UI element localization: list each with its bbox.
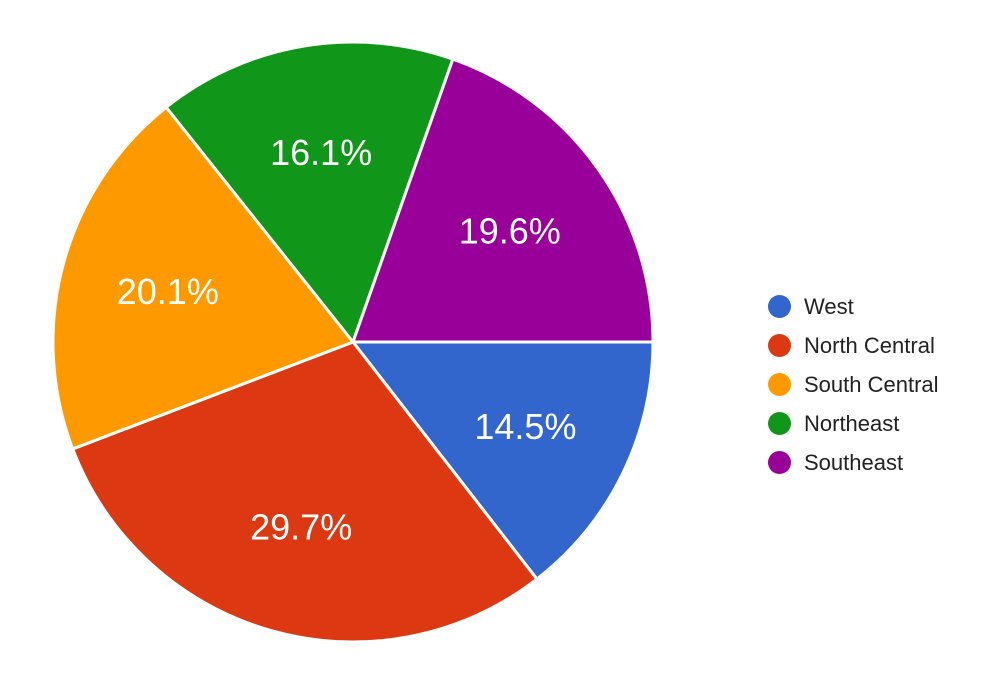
slice-value-label: 16.1%: [270, 132, 372, 173]
legend-swatch: [768, 373, 791, 396]
legend-swatch: [768, 334, 791, 357]
legend-item-southeast[interactable]: Southeast: [768, 443, 939, 482]
pie-slice-north-central[interactable]: [71, 340, 539, 644]
legend-swatch: [768, 412, 791, 435]
legend-item-west[interactable]: West: [768, 287, 939, 326]
pie-slice-southeast[interactable]: [351, 57, 655, 344]
legend-item-northeast[interactable]: Northeast: [768, 404, 939, 443]
legend-label: South Central: [804, 371, 939, 397]
slice-value-label: 19.6%: [459, 211, 561, 252]
legend-swatch: [768, 451, 791, 474]
legend-label: Northeast: [804, 410, 900, 436]
slice-value-label: 14.5%: [474, 406, 576, 447]
legend-label: Southeast: [804, 449, 904, 475]
pie-slice-west[interactable]: [351, 340, 655, 581]
pie-slice-northeast[interactable]: [164, 40, 455, 344]
slice-value-label: 29.7%: [250, 506, 352, 547]
chart-legend: West North Central South Central Northeast S…: [768, 287, 939, 482]
pie-slice-labels: 14.5% 29.7% 20.1% 16.1% 19.6%: [117, 132, 577, 547]
legend-item-south-central[interactable]: South Central: [768, 365, 939, 404]
legend-label: West: [804, 293, 854, 319]
legend-swatch: [768, 295, 791, 318]
legend-label: North Central: [804, 332, 935, 358]
pie-slices: [51, 40, 655, 644]
slice-value-label: 20.1%: [117, 271, 219, 312]
pie-slice-south-central[interactable]: [51, 105, 355, 451]
legend-item-north-central[interactable]: North Central: [768, 326, 939, 365]
